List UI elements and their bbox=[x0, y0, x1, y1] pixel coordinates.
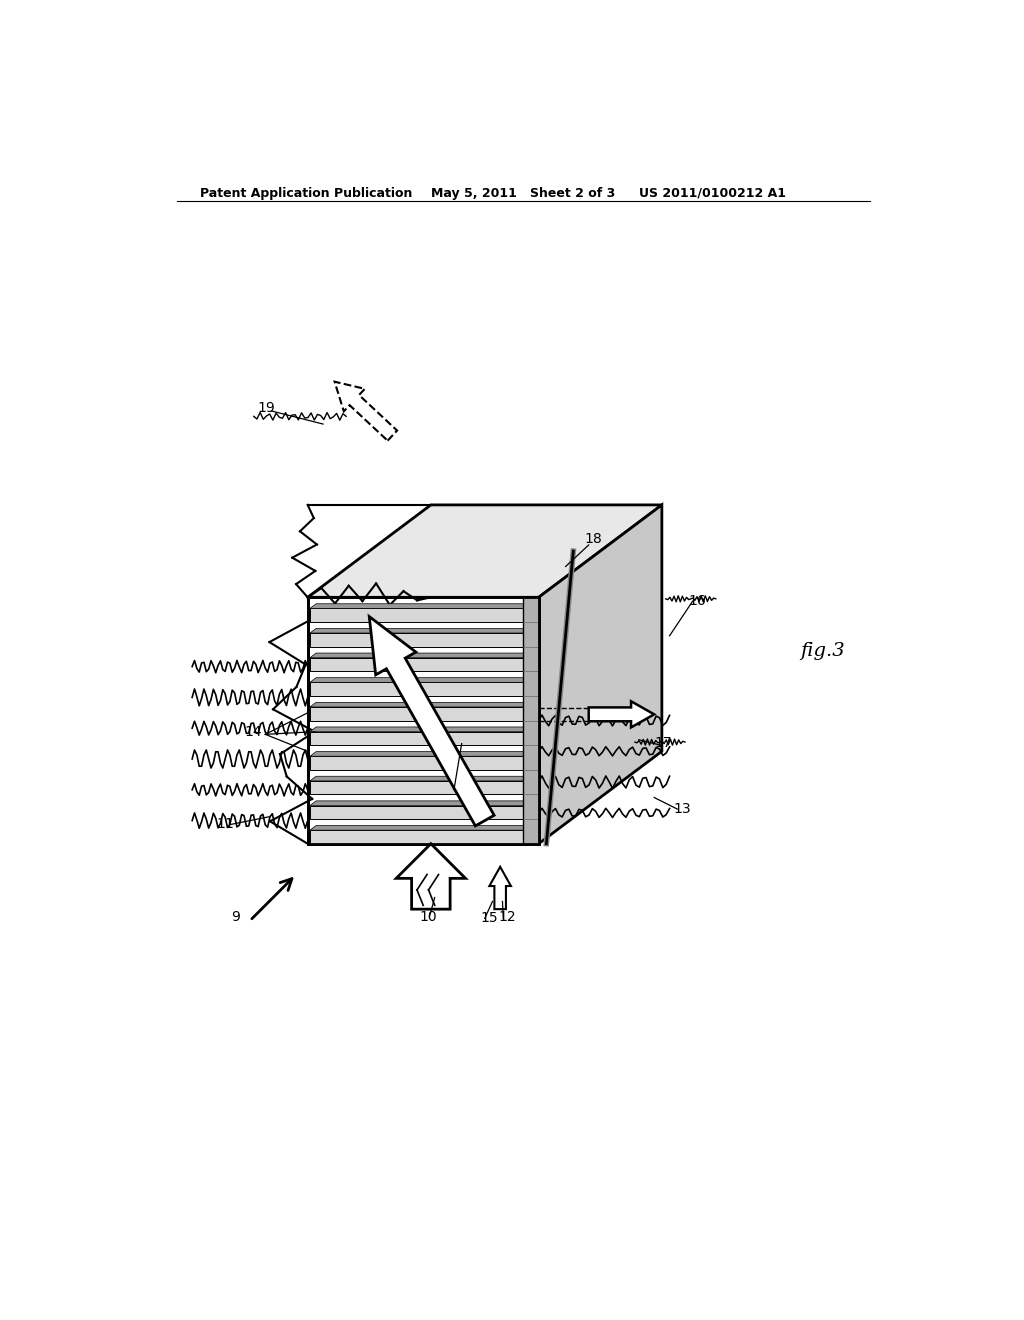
Polygon shape bbox=[310, 609, 523, 622]
Polygon shape bbox=[310, 677, 529, 682]
Text: 19: 19 bbox=[258, 401, 275, 416]
Polygon shape bbox=[310, 708, 523, 721]
Text: 12: 12 bbox=[499, 909, 516, 924]
Text: 9: 9 bbox=[230, 909, 240, 924]
Polygon shape bbox=[310, 727, 529, 731]
Polygon shape bbox=[310, 682, 523, 696]
Text: 10: 10 bbox=[419, 909, 437, 924]
Text: 13: 13 bbox=[674, 803, 691, 816]
Polygon shape bbox=[310, 628, 529, 634]
Polygon shape bbox=[489, 867, 511, 909]
Polygon shape bbox=[310, 825, 529, 830]
Text: Patent Application Publication: Patent Application Publication bbox=[200, 187, 413, 199]
Polygon shape bbox=[310, 805, 523, 818]
Text: May 5, 2011   Sheet 2 of 3: May 5, 2011 Sheet 2 of 3 bbox=[431, 187, 615, 199]
Text: 18: 18 bbox=[585, 532, 602, 546]
Polygon shape bbox=[310, 657, 523, 671]
Text: 17: 17 bbox=[654, 737, 672, 751]
Polygon shape bbox=[310, 653, 529, 657]
Text: fig.3: fig.3 bbox=[801, 643, 845, 660]
Polygon shape bbox=[307, 598, 539, 843]
Polygon shape bbox=[310, 751, 529, 756]
Polygon shape bbox=[310, 702, 529, 708]
Text: US 2011/0100212 A1: US 2011/0100212 A1 bbox=[639, 187, 785, 199]
Text: 11: 11 bbox=[217, 817, 234, 832]
Polygon shape bbox=[310, 776, 529, 781]
Polygon shape bbox=[523, 598, 539, 843]
Polygon shape bbox=[310, 731, 523, 744]
Polygon shape bbox=[310, 756, 523, 770]
Text: 15: 15 bbox=[480, 911, 498, 925]
Polygon shape bbox=[310, 830, 523, 843]
Text: 14: 14 bbox=[245, 725, 262, 739]
Polygon shape bbox=[310, 634, 523, 647]
Polygon shape bbox=[310, 801, 529, 805]
Polygon shape bbox=[370, 616, 495, 826]
Polygon shape bbox=[589, 701, 654, 727]
Text: 16: 16 bbox=[689, 594, 707, 609]
Polygon shape bbox=[310, 603, 529, 609]
Polygon shape bbox=[307, 506, 662, 598]
Polygon shape bbox=[396, 843, 466, 909]
Polygon shape bbox=[539, 506, 662, 843]
Polygon shape bbox=[310, 781, 523, 795]
